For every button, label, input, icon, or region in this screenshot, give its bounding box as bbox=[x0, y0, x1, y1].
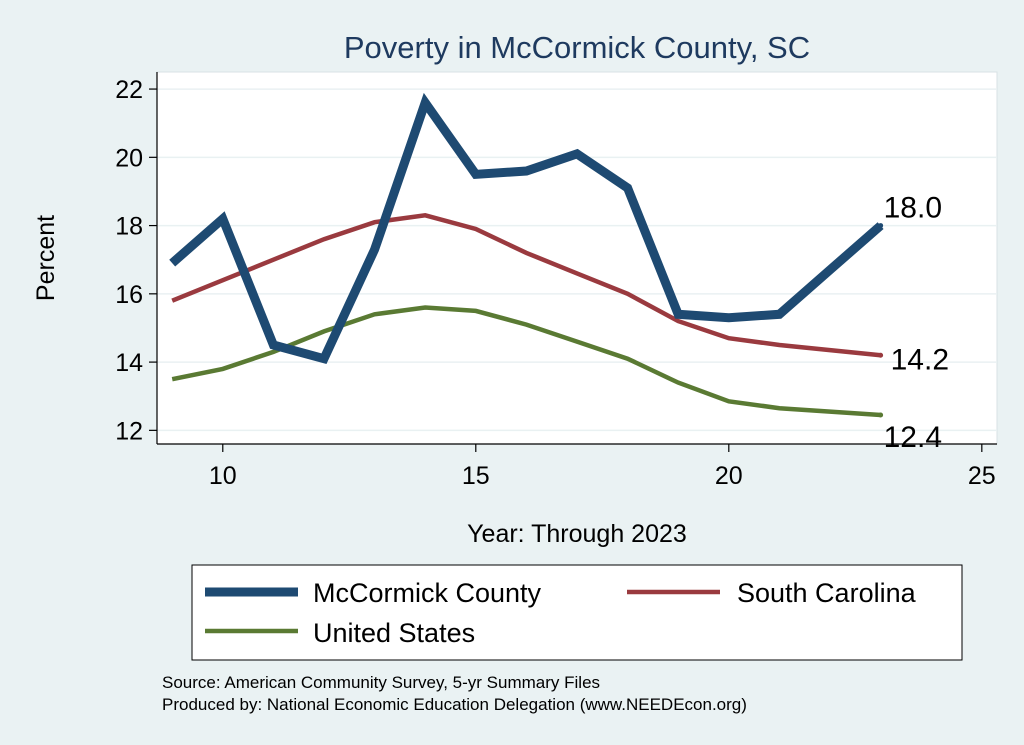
y-tick-label: 18 bbox=[115, 213, 143, 241]
legend-label: United States bbox=[313, 618, 475, 648]
y-tick-label: 22 bbox=[115, 76, 143, 104]
axes: 12 14 16 18 20 22 10 15 20 25 bbox=[115, 72, 997, 490]
end-value-label: 14.2 bbox=[891, 343, 949, 376]
source-note: Source: American Community Survey, 5-yr … bbox=[162, 673, 600, 692]
x-tick-label: 20 bbox=[715, 462, 743, 490]
end-value-label: 12.4 bbox=[884, 421, 942, 454]
y-tick-label: 12 bbox=[115, 417, 143, 445]
x-tick-label: 15 bbox=[462, 462, 490, 490]
producer-note: Produced by: National Economic Education… bbox=[162, 695, 747, 714]
end-labels: 18.0 14.2 12.4 bbox=[878, 192, 949, 454]
y-tick-label: 14 bbox=[115, 349, 143, 377]
end-value-label: 18.0 bbox=[884, 192, 942, 225]
x-axis-title: Year: Through 2023 bbox=[467, 520, 687, 548]
end-point-marker bbox=[878, 223, 884, 229]
legend-box bbox=[191, 564, 963, 661]
series-lines bbox=[169, 92, 884, 418]
plot-area bbox=[156, 71, 998, 445]
end-point-marker bbox=[878, 412, 884, 418]
legend-label: McCormick County bbox=[313, 578, 542, 608]
series-line-mccormick-county bbox=[169, 92, 884, 365]
chart-title: Poverty in McCormick County, SC bbox=[344, 30, 810, 65]
x-tick-label: 25 bbox=[968, 462, 996, 490]
legend-label: South Carolina bbox=[737, 578, 917, 608]
y-tick-label: 16 bbox=[115, 281, 143, 309]
series-line-south-carolina bbox=[171, 213, 881, 358]
y-axis-title: Percent bbox=[32, 215, 60, 301]
end-point-marker bbox=[878, 352, 884, 358]
x-tick-label: 10 bbox=[209, 462, 237, 490]
y-tick-label: 20 bbox=[115, 144, 143, 172]
legend: McCormick County South Carolina United Sta… bbox=[191, 564, 963, 661]
